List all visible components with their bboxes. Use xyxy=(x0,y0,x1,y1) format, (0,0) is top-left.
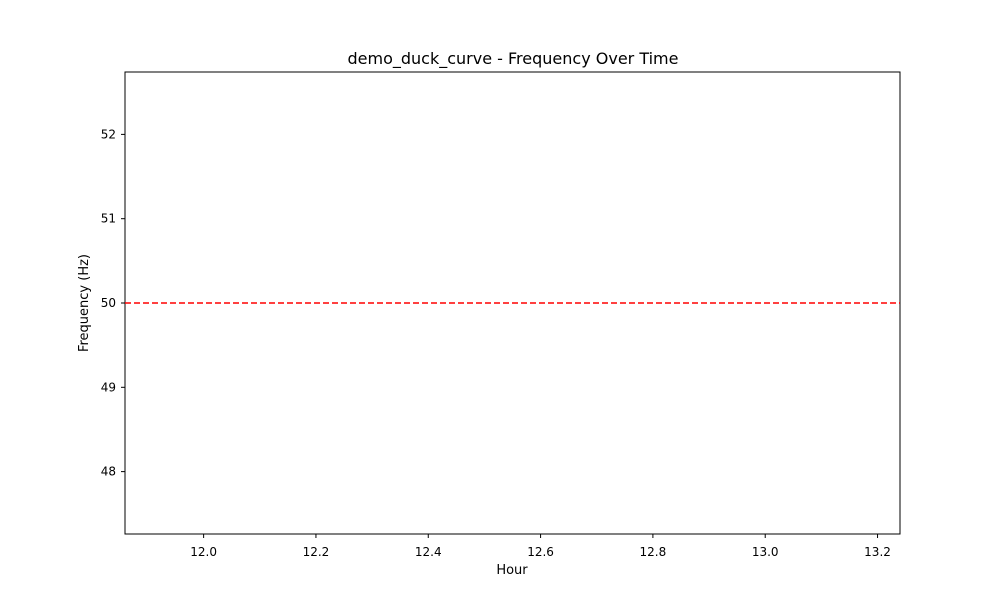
x-tick-label: 13.0 xyxy=(752,545,779,559)
chart-title: demo_duck_curve - Frequency Over Time xyxy=(348,49,679,69)
y-tick-label: 51 xyxy=(101,212,116,226)
y-tick-label: 48 xyxy=(101,465,116,479)
x-tick-label: 12.8 xyxy=(640,545,667,559)
y-tick-label: 49 xyxy=(101,380,116,394)
x-tick-label: 12.6 xyxy=(527,545,554,559)
y-axis: 48 49 50 51 52 xyxy=(101,127,125,479)
y-tick-label: 50 xyxy=(101,296,116,310)
x-tick-label: 13.2 xyxy=(864,545,891,559)
x-axis: 12.0 12.2 12.4 12.6 12.8 13.0 13.2 xyxy=(190,534,891,559)
x-tick-label: 12.4 xyxy=(415,545,442,559)
x-axis-label: Hour xyxy=(496,563,528,578)
y-tick-label: 52 xyxy=(101,127,116,141)
y-axis-label: Frequency (Hz) xyxy=(77,254,92,352)
x-tick-label: 12.2 xyxy=(303,545,330,559)
x-tick-label: 12.0 xyxy=(190,545,217,559)
